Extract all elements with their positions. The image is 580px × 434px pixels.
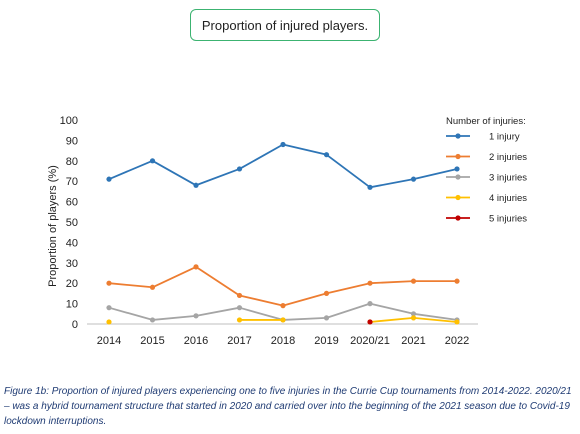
data-point [323,315,330,321]
data-point [236,292,243,299]
data-point [193,264,199,270]
legend-label: 1 injury [489,132,520,143]
legend-swatch-marker [455,133,461,139]
y-tick-label: 60 [66,197,78,209]
x-tick-label: 2020/21 [350,335,390,347]
y-tick-label: 50 [66,217,78,229]
legend-label: 2 injuries [489,152,527,163]
data-point [149,158,156,164]
legend-swatch-marker [455,194,461,201]
y-axis: 0 10 20 30 40 50 60 70 80 90 100 [60,115,78,331]
series-layer [106,141,460,325]
data-point [280,303,286,309]
data-point [410,176,417,182]
data-point [193,182,199,188]
chart-title: Proportion of injured players. [190,9,380,41]
y-tick-label: 0 [72,319,78,331]
data-point [323,290,330,296]
legend-item: 4 injuries [446,193,527,204]
legend-label: 5 injuries [489,214,527,225]
x-tick-label: 2021 [401,335,425,347]
series-line [108,143,458,189]
data-point [454,319,460,325]
legend-label: 3 injuries [489,173,527,184]
y-axis-label: Proportion of players (%) [47,165,59,287]
data-point [236,166,243,172]
data-point [236,305,243,311]
data-point [454,166,460,172]
legend-item: 5 injuries [446,214,527,225]
legend-swatch-marker [455,215,461,221]
data-point [410,315,417,321]
legend-swatch-marker [455,153,461,160]
x-axis: 2014 2015 2016 2017 2018 2019 2020/21 2021 2022 [87,323,478,347]
x-tick-label: 2015 [140,335,164,347]
legend: 1 injury 2 injuries 3 injuries 4 injuries 5 … [446,132,527,225]
series-2 [106,264,460,309]
series-1 [106,141,460,190]
legend-item: 2 injuries [446,152,527,163]
data-point [149,317,156,323]
data-point [106,319,112,325]
y-tick-label: 100 [60,115,78,127]
y-tick-label: 20 [66,278,78,290]
x-tick-label: 2014 [97,335,121,347]
legend-item: 1 injury [446,132,520,143]
figure-caption: Figure 1b: Proportion of injured players… [4,386,572,427]
legend-swatch-marker [455,174,461,180]
data-point [193,313,199,319]
x-tick-label: 2018 [271,335,295,347]
data-point [454,278,460,284]
series-5 [367,319,373,325]
data-point [367,301,373,307]
series-line [108,265,457,307]
data-point [280,141,286,148]
data-point [149,284,156,290]
legend-label: 4 injuries [489,193,527,204]
x-tick-label: 2017 [227,335,251,347]
data-point [410,278,417,284]
data-point [367,280,373,286]
legend-title: Number of injuries: [446,116,526,127]
data-point [367,319,373,325]
y-tick-label: 30 [66,258,78,270]
x-tick-label: 2022 [445,335,469,347]
y-tick-label: 10 [66,299,78,311]
data-point [106,176,112,182]
y-tick-label: 90 [66,135,78,147]
data-point [323,152,330,158]
y-tick-label: 70 [66,176,78,188]
data-point [106,305,112,311]
y-tick-label: 40 [66,237,78,249]
legend-item: 3 injuries [446,173,527,184]
data-point [106,280,112,286]
x-tick-label: 2019 [314,335,338,347]
y-tick-label: 80 [66,156,78,168]
data-point [367,184,373,190]
x-tick-label: 2016 [184,335,208,347]
data-point [280,317,286,323]
data-point [410,311,417,317]
data-point [236,317,243,323]
